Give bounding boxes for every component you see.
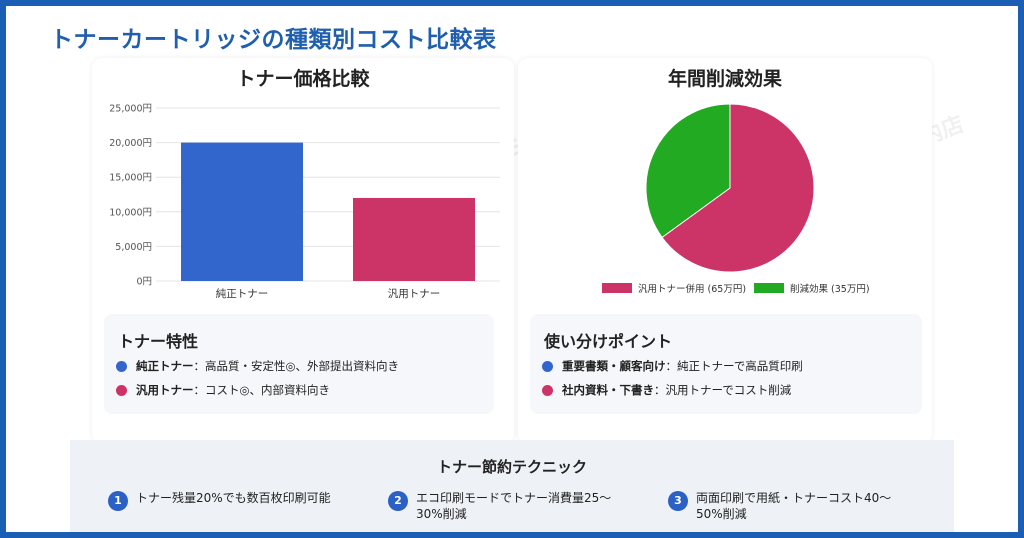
- bullet-dot: [542, 384, 553, 396]
- bullet-dot: [116, 360, 127, 372]
- step-number-badge: 3: [668, 491, 688, 511]
- techniques-panel: トナー節約テクニック 1 トナー残量20%でも数百枚印刷可能 2 エコ印刷モード…: [70, 440, 954, 532]
- feature-item-genuine: 純正トナー ：高品質・安定性◎、外部提出資料向き: [116, 358, 399, 374]
- pie-slice: [645, 103, 731, 239]
- technique-text: エコ印刷モードでトナー消費量25〜30%削減: [416, 491, 612, 521]
- feature-label: 汎用トナー: [136, 383, 194, 397]
- usage-points-title: 使い分けポイント: [544, 332, 673, 351]
- pie-chart: 汎用トナー併用 (65万円) 削減効果 (35万円): [602, 103, 870, 295]
- usage-label: 重要書類・顧客向け: [562, 359, 666, 373]
- techniques-title: トナー節約テクニック: [436, 458, 587, 476]
- feature-label: 純正トナー: [136, 359, 194, 373]
- pie-slice: [661, 103, 815, 273]
- bar-chart-title: トナー価格比較: [236, 68, 370, 90]
- x-tick-label: 汎用トナー: [388, 287, 441, 300]
- usage-item-important: 重要書類・顧客向け ：純正トナーで高品質印刷: [542, 358, 803, 374]
- toner-features-title: トナー特性: [118, 332, 199, 351]
- y-tick-label: 10,000円: [109, 207, 152, 218]
- y-tick-label: 20,000円: [109, 138, 152, 149]
- y-tick-label: 25,000円: [109, 104, 152, 115]
- feature-text: ：コスト◎、内部資料向き: [193, 383, 331, 397]
- bullet-dot: [116, 384, 127, 396]
- infographic-frame: トナーカートリッジの種類別コスト比較表 MBE関内店 MBE関内店 トナー価格比…: [6, 6, 1018, 532]
- feature-item-compatible: 汎用トナー ：コスト◎、内部資料向き: [116, 382, 330, 398]
- legend-label: 汎用トナー併用 (65万円): [638, 283, 746, 295]
- technique-item: 2 エコ印刷モードでトナー消費量25〜30%削減: [388, 490, 626, 522]
- usage-text: ：汎用トナーでコスト削減: [654, 383, 792, 397]
- technique-item: 3 両面印刷で用紙・トナーコスト40〜50%削減: [668, 490, 906, 522]
- step-number-badge: 2: [388, 491, 408, 511]
- y-tick-label: 15,000円: [109, 173, 152, 184]
- y-tick-label: 0円: [136, 277, 152, 288]
- usage-label: 社内資料・下書き: [562, 383, 654, 397]
- legend-label: 削減効果 (35万円): [790, 283, 870, 295]
- toner-features-box: トナー特性 純正トナー ：高品質・安定性◎、外部提出資料向き 汎用トナー ：コス…: [104, 314, 494, 414]
- step-number-badge: 1: [108, 491, 128, 511]
- bar: [181, 142, 303, 281]
- page-title: トナーカートリッジの種類別コスト比較表: [50, 27, 497, 53]
- bar-chart-card: トナー価格比較 0円 5,000円 10,000円 15,000円 20,000円 25,…: [92, 58, 514, 444]
- usage-points-box: 使い分けポイント 重要書類・顧客向け ：純正トナーで高品質印刷 社内資料・下書き…: [530, 314, 922, 414]
- x-tick-label: 純正トナー: [216, 287, 269, 300]
- feature-text: ：高品質・安定性◎、外部提出資料向き: [193, 359, 400, 373]
- bar: [353, 197, 475, 281]
- bullet-dot: [542, 360, 553, 372]
- bar-chart: 0円 5,000円 10,000円 15,000円 20,000円 25,000円純正トナ…: [109, 104, 500, 300]
- technique-item: 1 トナー残量20%でも数百枚印刷可能: [108, 490, 346, 511]
- usage-item-internal: 社内資料・下書き ：汎用トナーでコスト削減: [542, 382, 791, 398]
- technique-text: トナー残量20%でも数百枚印刷可能: [136, 491, 331, 505]
- pie-chart-title: 年間削減効果: [667, 68, 782, 90]
- legend-swatch: [754, 283, 784, 293]
- technique-text: 両面印刷で用紙・トナーコスト40〜50%削減: [696, 491, 892, 521]
- y-tick-label: 5,000円: [115, 242, 152, 253]
- legend-swatch: [602, 283, 632, 293]
- usage-text: ：純正トナーで高品質印刷: [665, 359, 803, 373]
- pie-chart-card: 年間削減効果 汎用トナー併用 (65万円) 削減効果 (35万円) 使い分けポイン…: [518, 58, 932, 444]
